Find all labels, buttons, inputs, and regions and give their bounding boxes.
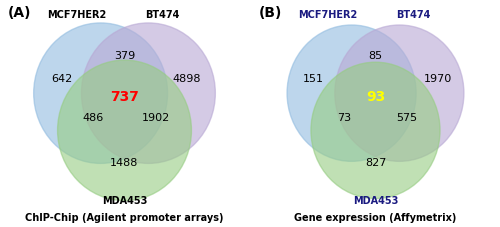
Text: Gene expression (Affymetrix): Gene expression (Affymetrix) — [294, 213, 456, 223]
Text: MCF7HER2: MCF7HER2 — [47, 10, 106, 20]
Text: ChIP-Chip (Agilent promoter arrays): ChIP-Chip (Agilent promoter arrays) — [26, 213, 224, 223]
Text: 4898: 4898 — [172, 74, 201, 84]
Text: 1970: 1970 — [424, 74, 452, 84]
Text: 73: 73 — [338, 113, 351, 123]
Text: MCF7HER2: MCF7HER2 — [298, 10, 358, 20]
Ellipse shape — [287, 25, 416, 161]
Text: (A): (A) — [8, 6, 31, 20]
Text: 1902: 1902 — [142, 113, 170, 123]
Text: 737: 737 — [110, 90, 139, 104]
Text: 486: 486 — [83, 113, 104, 123]
Text: MDA453: MDA453 — [353, 196, 398, 206]
Ellipse shape — [311, 62, 440, 198]
Text: 642: 642 — [52, 74, 73, 84]
Ellipse shape — [82, 23, 216, 163]
Text: 379: 379 — [114, 51, 135, 61]
Text: (B): (B) — [258, 6, 281, 20]
Text: 1488: 1488 — [110, 158, 138, 168]
Text: 575: 575 — [396, 113, 417, 123]
Text: 93: 93 — [366, 90, 385, 104]
Ellipse shape — [58, 60, 192, 201]
Text: MDA453: MDA453 — [102, 196, 147, 206]
Text: BT474: BT474 — [396, 10, 431, 20]
Text: 827: 827 — [365, 158, 386, 168]
Text: 151: 151 — [303, 74, 324, 84]
Text: 85: 85 — [368, 51, 382, 61]
Ellipse shape — [34, 23, 168, 163]
Ellipse shape — [335, 25, 464, 161]
Text: BT474: BT474 — [146, 10, 180, 20]
